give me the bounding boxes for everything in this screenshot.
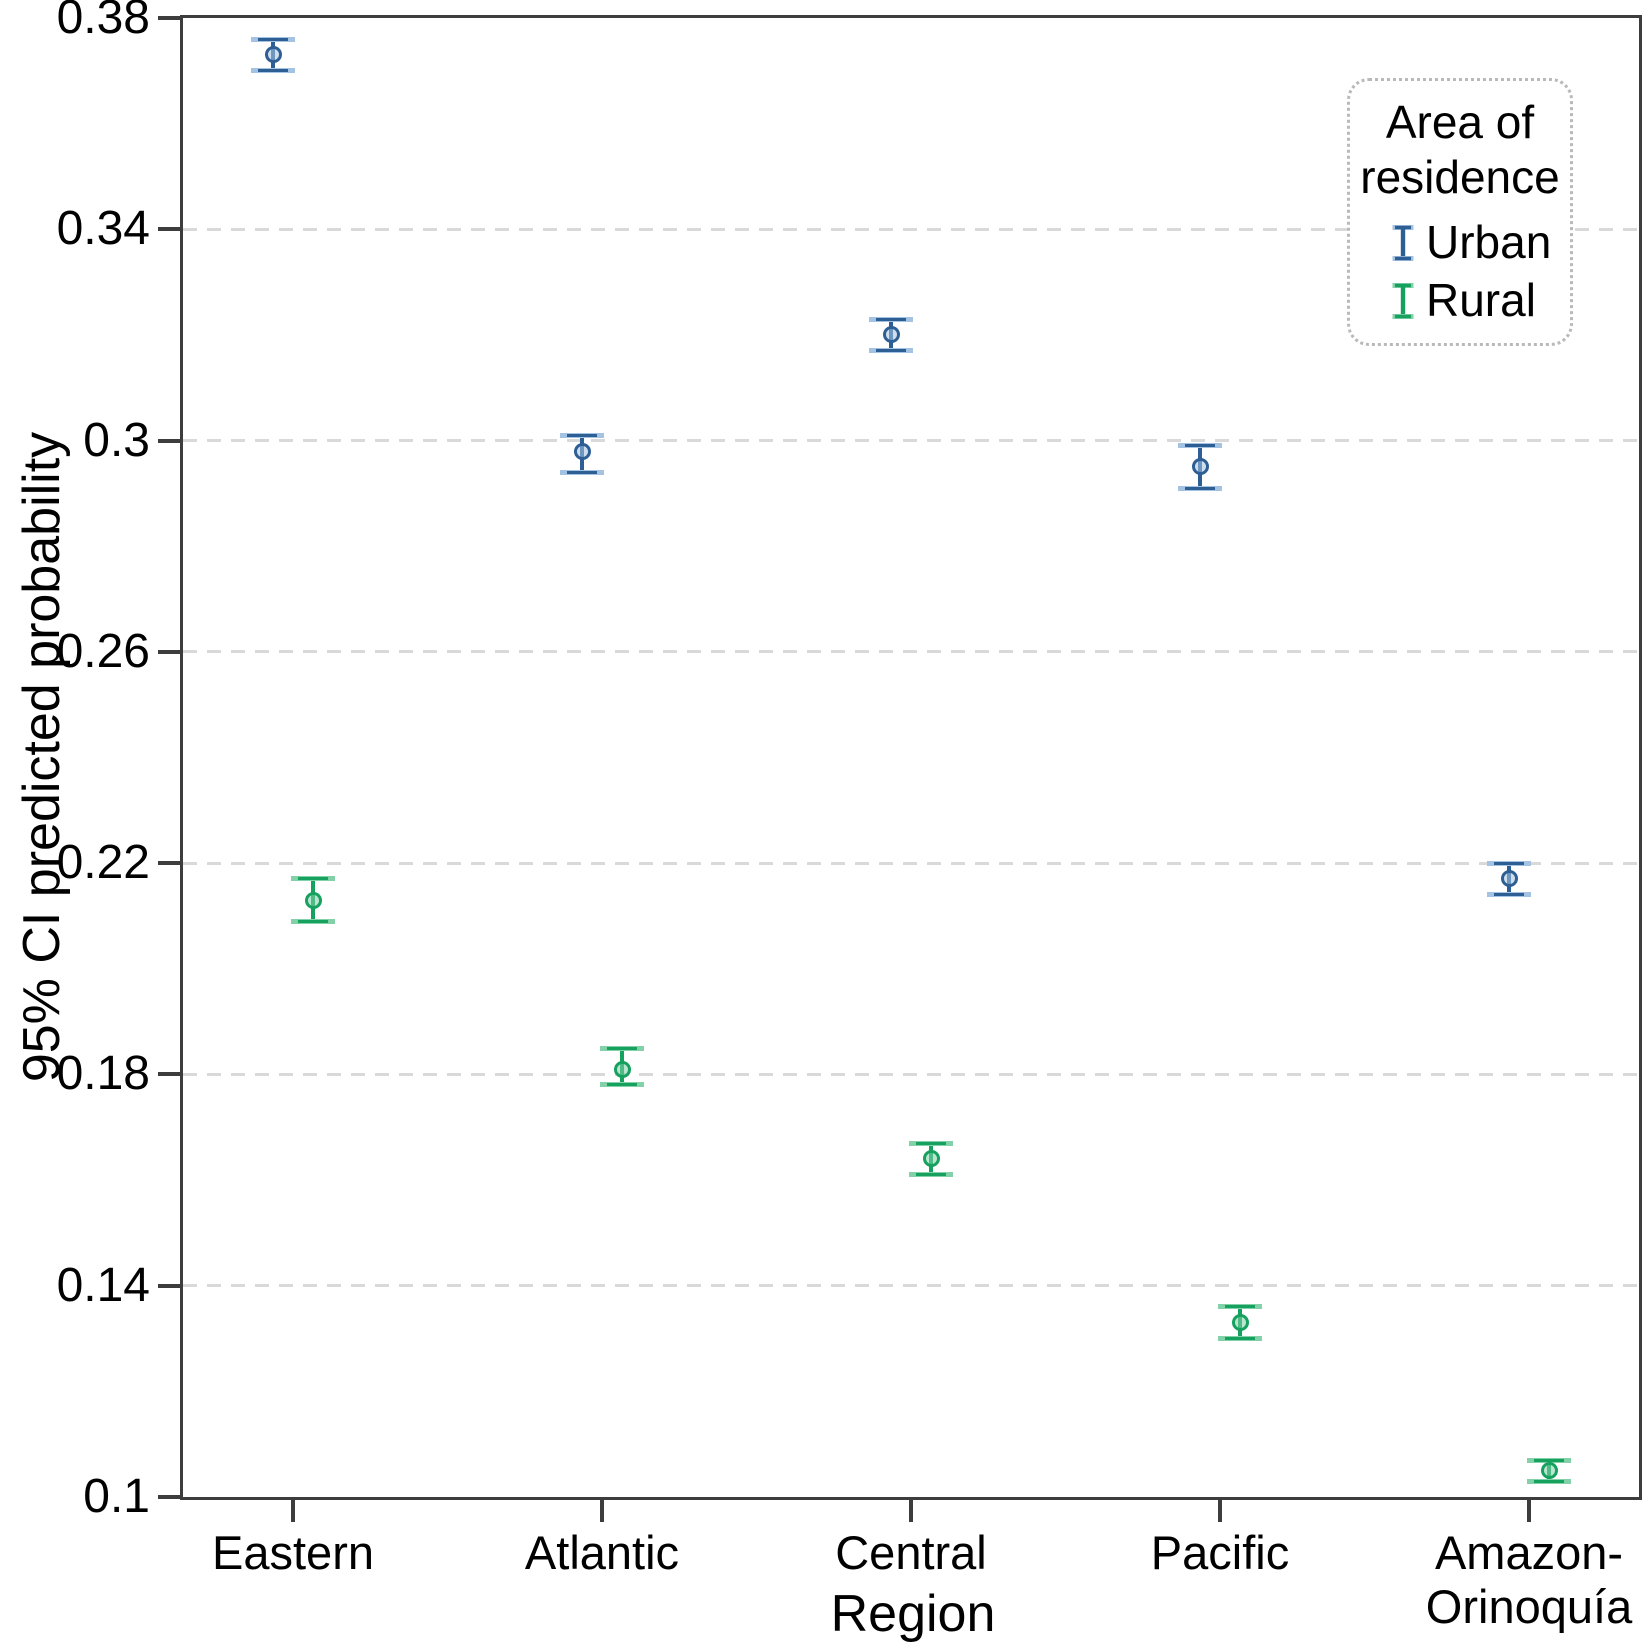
point-urban-pacific-cap-hi: [1185, 444, 1215, 448]
x-tick-label-pacific: Pacific: [1150, 1526, 1290, 1579]
y-tick-label-0.18: 0.18: [56, 1047, 150, 1101]
point-urban-eastern-marker: [264, 46, 282, 64]
point-urban-eastern-cap-lo: [258, 69, 288, 73]
x-tick-label-amazon-orinoquia: Amazon- Orinoquía: [1425, 1526, 1633, 1634]
point-rural-eastern-cap-hi: [298, 877, 328, 881]
point-urban-central-cap-hi: [876, 317, 906, 321]
y-tick-label-0.22: 0.22: [56, 836, 150, 890]
y-tick-0.22: [158, 861, 180, 866]
x-tick-atlantic: [600, 1500, 604, 1522]
point-rural-atlantic-cap-hi: [607, 1046, 637, 1050]
point-rural-central-marker: [922, 1150, 940, 1168]
point-urban-atlantic-cap-hi: [567, 433, 597, 437]
point-urban-atlantic-marker: [573, 442, 591, 460]
point-urban-pacific-marker: [1191, 458, 1209, 476]
x-tick-pacific: [1218, 1500, 1222, 1522]
point-rural-central-cap-hi: [916, 1141, 946, 1145]
point-urban-eastern-cap-hi: [258, 37, 288, 41]
y-tick-label-0.1: 0.1: [83, 1470, 150, 1523]
gridline-0.14: [183, 1284, 1639, 1288]
y-tick-0.26: [158, 649, 180, 654]
point-rural-atlantic-marker: [613, 1060, 631, 1078]
point-rural-central-cap-lo: [916, 1173, 946, 1177]
point-rural-eastern-cap-lo: [298, 919, 328, 923]
point-urban-amazon-orinoquia-cap-hi: [1494, 861, 1524, 865]
legend-items: Urban Rural: [1390, 215, 1570, 327]
point-urban-atlantic-cap-lo: [567, 470, 597, 474]
x-tick-central: [909, 1500, 913, 1522]
point-urban-amazon-orinoquia-cap-lo: [1494, 893, 1524, 897]
point-urban-central-marker: [882, 326, 900, 344]
x-tick-amazon-orinoquia: [1527, 1500, 1531, 1522]
x-tick-label-eastern: Eastern: [212, 1526, 374, 1579]
gridline-0.34: [183, 227, 1639, 231]
legend-item-label-urban: Urban: [1426, 216, 1552, 269]
gridline-0.22: [183, 861, 1639, 865]
x-tick-label-atlantic: Atlantic: [524, 1526, 680, 1579]
gridline-0.3: [183, 439, 1639, 443]
y-tick-0.1: [158, 1495, 180, 1499]
point-urban-central-cap-lo: [876, 349, 906, 353]
legend: Area of residence Urban Rural: [1347, 78, 1573, 347]
y-tick-0.14: [158, 1283, 180, 1288]
legend-item-urban: Urban: [1390, 215, 1551, 269]
y-tick-0.38: [158, 16, 180, 20]
point-rural-amazon-orinoquia-marker: [1540, 1462, 1558, 1480]
y-tick-label-0.14: 0.14: [56, 1258, 150, 1312]
y-axis-title: 95% CI predicted probability: [13, 431, 71, 1083]
y-tick-0.3: [158, 438, 180, 443]
rural-errorbar-icon: [1390, 279, 1416, 321]
legend-item-rural: Rural: [1390, 273, 1536, 327]
point-urban-amazon-orinoquia-marker: [1500, 870, 1518, 888]
point-rural-atlantic-cap-lo: [607, 1083, 637, 1087]
point-rural-eastern-marker: [304, 891, 322, 909]
legend-item-label-rural: Rural: [1426, 274, 1536, 327]
gridline-0.26: [183, 650, 1639, 654]
y-tick-label-0.3: 0.3: [83, 413, 150, 467]
y-tick-0.18: [158, 1072, 180, 1077]
y-tick-label-0.34: 0.34: [56, 202, 150, 256]
point-rural-amazon-orinoquia-cap-hi: [1534, 1458, 1564, 1462]
gridline-0.18: [183, 1072, 1639, 1076]
point-rural-pacific-cap-hi: [1225, 1305, 1255, 1309]
y-tick-label-0.26: 0.26: [56, 624, 150, 678]
legend-title: Area of residence: [1360, 96, 1560, 204]
y-tick-label-0.38: 0.38: [56, 0, 150, 44]
x-tick-label-central: Central: [835, 1526, 987, 1579]
x-axis-title: Region: [830, 1585, 996, 1643]
urban-errorbar-icon: [1390, 221, 1416, 263]
point-rural-pacific-marker: [1231, 1314, 1249, 1332]
x-tick-eastern: [291, 1500, 295, 1522]
point-rural-amazon-orinoquia-cap-lo: [1534, 1479, 1564, 1483]
y-tick-0.34: [158, 227, 180, 232]
point-urban-pacific-cap-lo: [1185, 486, 1215, 490]
point-rural-pacific-cap-lo: [1225, 1337, 1255, 1341]
